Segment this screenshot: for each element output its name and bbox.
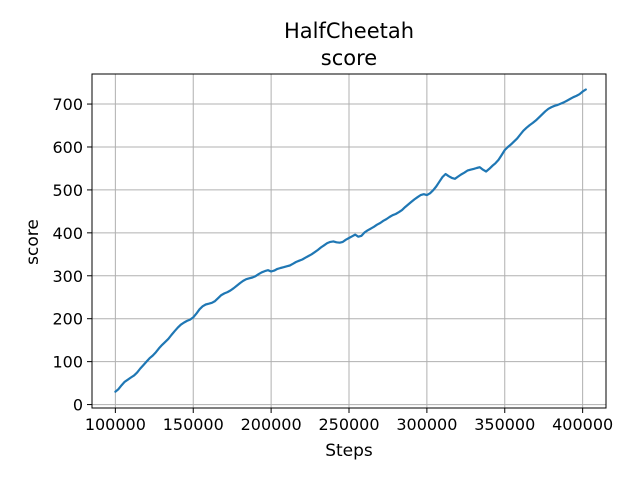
y-tick-label: 200 [52,310,83,329]
x-axis-label: Steps [325,441,373,461]
y-tick-label: 400 [52,224,83,243]
x-tick-label: 250000 [318,415,379,434]
y-tick-label: 100 [52,353,83,372]
y-tick-label: 600 [52,138,83,157]
y-tick-label: 700 [52,95,83,114]
chart-subtitle: score [321,46,377,70]
y-tick-label: 500 [52,181,83,200]
score-series-line [114,88,587,393]
y-tick-label: 0 [73,396,83,415]
x-tick-label: 350000 [474,415,535,434]
axes [87,73,607,413]
y-axis-label: score [23,219,43,265]
x-tick-label: 400000 [552,415,613,434]
x-tick-label: 100000 [85,415,146,434]
chart-title: HalfCheetah [284,19,414,43]
y-tick-label: 300 [52,267,83,286]
x-tick-label: 300000 [396,415,457,434]
grid [92,74,606,408]
series-layer [114,88,587,393]
x-tick-label: 200000 [241,415,302,434]
x-tick-label: 150000 [163,415,224,434]
tick-labels: 100000 150000 200000 250000 300000 350000 4000… [52,95,613,434]
